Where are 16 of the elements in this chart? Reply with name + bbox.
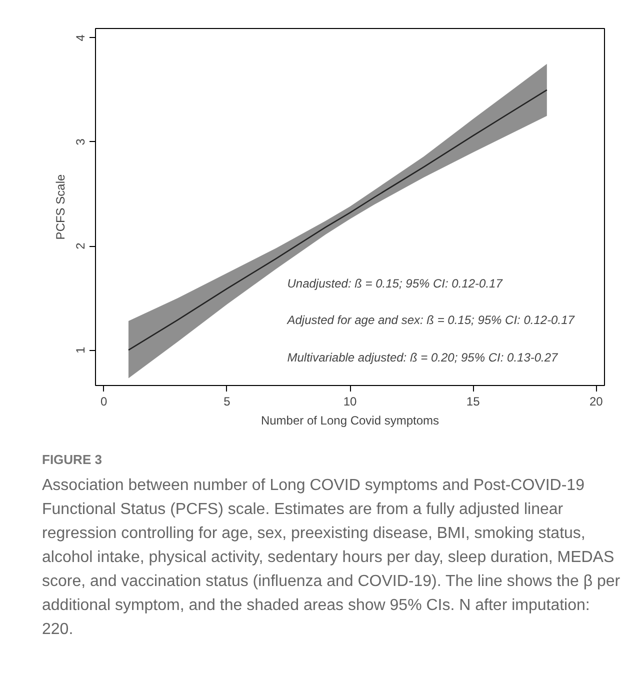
y-axis-title: PCFS Scale <box>54 174 68 240</box>
y-tick-label: 4 <box>74 34 88 42</box>
text: Association between number of Long COVID symptoms and Post-COVID-19 Functional Status (PCFS) scale. Estimates are from a fully adjusted linear regression controlling for age, sex, preexisting disease, BMI, smoking status, alcohol intake, physical activity, sedentary hours per day, sleep duration, MEDAS score, and vaccination status (influenza and COVID-19). The line shows the β per additional symptom, and the shaded areas show 95% CIs. N after imputation: 220. <box>42 476 622 640</box>
text: FIGURE 3 <box>42 451 103 469</box>
annotation: Adjusted for age and sex: ß = 0.15; 95% CI: 0.12-0.17 <box>286 312 576 327</box>
x-tick-label: 5 <box>224 394 231 408</box>
y-tick-label: 3 <box>74 138 88 146</box>
x-tick-label: 20 <box>589 394 604 408</box>
annotation: Multivariable adjusted: ß = 0.20; 95% CI: 0.13-0.27 <box>287 350 560 364</box>
y-tick-label: 1 <box>74 346 88 354</box>
y-tick-label: 2 <box>74 242 88 250</box>
x-tick-label: 10 <box>343 394 357 408</box>
x-tick-label: 0 <box>100 394 108 408</box>
x-tick-label: 15 <box>466 394 480 408</box>
x-axis-title: Number of Long Covid symptoms <box>260 414 440 428</box>
annotation: Unadjusted: ß = 0.15; 95% CI: 0.12-0.17 <box>287 276 504 290</box>
